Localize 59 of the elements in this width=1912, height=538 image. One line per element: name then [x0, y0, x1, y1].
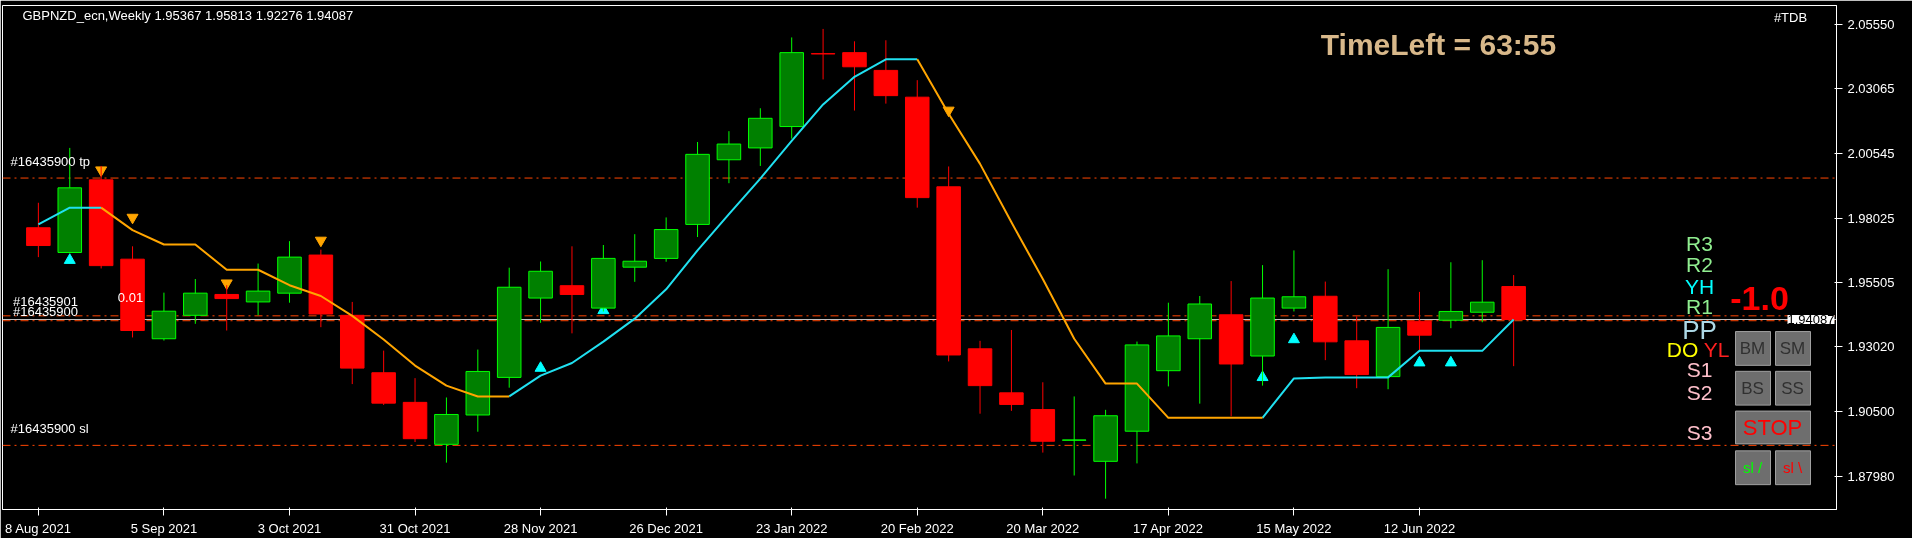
candlestick	[26, 202, 51, 258]
point	[314, 236, 327, 248]
annotation: S3	[1686, 421, 1713, 445]
y-tick-label: 1.98025	[1847, 210, 1895, 226]
annotation: R3	[1686, 231, 1713, 255]
y-tick-label: 1.87980	[1847, 469, 1895, 485]
annotation: -1.0	[1730, 279, 1789, 318]
annotation: STOP	[1742, 415, 1803, 441]
ref-line-label: #16435900 sl	[10, 421, 89, 437]
annotation: BS	[1741, 378, 1764, 398]
candlestick	[183, 278, 208, 325]
x-tick-label: 23 Jan 2022	[755, 520, 828, 536]
x-tick-label: 12 Jun 2022	[1383, 520, 1456, 536]
x-tick-label: 15 May 2022	[1256, 520, 1332, 536]
candlestick	[1281, 249, 1307, 312]
candlestick	[1061, 395, 1087, 477]
x-tick-label: 20 Mar 2022	[1006, 520, 1080, 536]
y-tick-label: 2.05550	[1847, 16, 1895, 32]
x-tick-label: 8 Aug 2021	[5, 520, 71, 536]
x-tick-label: 5 Sep 2021	[130, 520, 198, 536]
y-tick-label: 2.00545	[1847, 145, 1895, 161]
annotation: S2	[1686, 380, 1713, 404]
x-tick-label: 28 Nov 2021	[503, 520, 578, 536]
ref-line-label: 1.94087	[1787, 312, 1835, 328]
candlestick	[1407, 291, 1432, 353]
candlestick	[716, 130, 742, 184]
point	[1413, 355, 1426, 367]
annotation: sl \	[1782, 459, 1803, 477]
candlestick	[622, 233, 648, 283]
candlestick	[559, 245, 585, 334]
point	[534, 361, 547, 372]
y-tick-label: 1.93020	[1847, 339, 1895, 355]
point	[1287, 332, 1300, 344]
candlestick	[842, 40, 867, 112]
candlestick	[810, 28, 836, 80]
point	[1444, 355, 1457, 367]
candlestick	[999, 329, 1024, 412]
annotation: SM	[1779, 338, 1806, 358]
annotation: R2	[1686, 253, 1713, 277]
annotation: sl /	[1742, 459, 1763, 477]
point	[220, 279, 233, 290]
x-tick-label: 20 Feb 2022	[880, 520, 954, 536]
annotation: TimeLeft = 63:55	[1320, 27, 1557, 61]
point	[126, 213, 139, 225]
candlestick	[1469, 259, 1495, 323]
y-tick-label: 1.95505	[1847, 275, 1895, 291]
y-tick-label: 2.03065	[1847, 80, 1895, 96]
x-tick-label: 3 Oct 2021	[257, 520, 322, 536]
chart-title: GBPNZD_ecn,Weekly 1.95367 1.95813 1.92276 1.94087	[22, 7, 354, 23]
x-tick-label: 26 Dec 2021	[629, 520, 704, 536]
annotation: SS	[1781, 378, 1804, 398]
x-tick-label: 17 Apr 2022	[1132, 520, 1204, 536]
annotation: BM	[1739, 338, 1766, 358]
y-tick-label: 1.90500	[1847, 404, 1895, 420]
point	[63, 253, 76, 264]
annotation: #TDB	[1773, 9, 1808, 25]
candlestick	[245, 263, 271, 316]
x-tick-label: 31 Oct 2021	[379, 520, 451, 536]
candlestick	[1438, 261, 1464, 329]
